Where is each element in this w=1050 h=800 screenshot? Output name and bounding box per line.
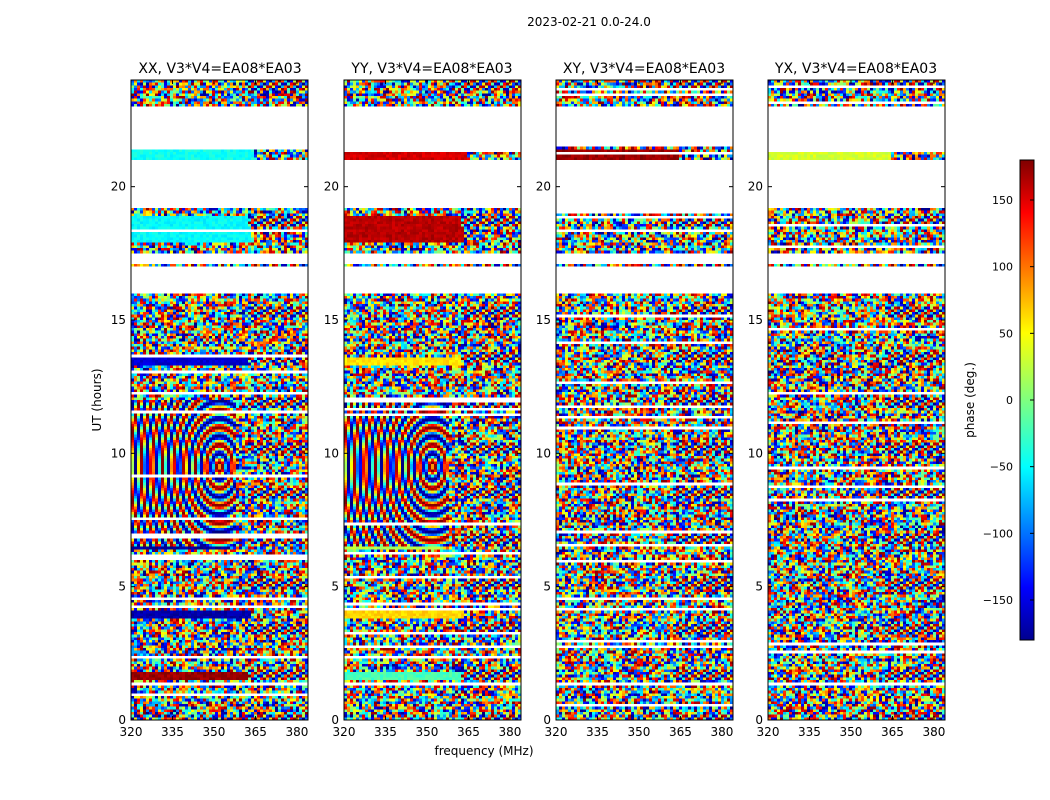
x-tick-label: 380	[922, 725, 945, 739]
x-tick-label: 350	[628, 725, 651, 739]
x-tick-label: 320	[757, 725, 780, 739]
y-tick-label: 10	[111, 446, 126, 460]
y-tick-label: 5	[118, 580, 126, 594]
y-tick-label: 15	[536, 313, 551, 327]
y-tick-label: 15	[748, 313, 763, 327]
x-tick-label: 365	[881, 725, 904, 739]
x-tick-label: 365	[244, 725, 267, 739]
y-tick-label: 5	[331, 580, 339, 594]
panel-title-yy: YY, V3*V4=EA08*EA03	[350, 61, 512, 77]
x-tick-label: 335	[586, 725, 609, 739]
plot-frame	[130, 79, 309, 721]
x-tick-label: 365	[669, 725, 692, 739]
colorbar-tick-label: −50	[990, 461, 1013, 474]
y-tick-label: 0	[118, 713, 126, 727]
y-tick-label: 10	[536, 446, 551, 460]
colorbar-tick-label: 100	[992, 261, 1013, 274]
x-tick-label: 320	[545, 725, 568, 739]
plot-frame	[343, 79, 522, 721]
x-tick-label: 335	[374, 725, 397, 739]
colorbar-tick-label: −100	[983, 527, 1013, 540]
x-tick-label: 320	[120, 725, 143, 739]
x-tick-label: 335	[798, 725, 821, 739]
y-tick-label: 0	[331, 713, 339, 727]
y-tick-label: 15	[111, 313, 126, 327]
y-tick-label: 10	[748, 446, 763, 460]
panel-yx: YX, V3*V4=EA08*EA03 320 335 350 365 380 0 5 10 1…	[748, 61, 946, 739]
figure-title: 2023-02-21 0.0-24.0	[527, 15, 651, 29]
colorbar-ticks: −150 −100 −50 0 50 100 150	[983, 194, 1034, 607]
plot-frame	[767, 79, 946, 721]
x-tick-label: 335	[161, 725, 184, 739]
phase-heatmap-image	[131, 80, 308, 720]
heatmap-yy: 320 335 350 365 380 0 5 10 15 20	[324, 79, 522, 739]
x-tick-label: 350	[416, 725, 439, 739]
colorbar-tick-label: 0	[1006, 394, 1013, 407]
panel-xx: XX, V3*V4=EA08*EA03 320 335 350 365 380 0 5 10 1…	[111, 61, 309, 739]
panel-title-xx: XX, V3*V4=EA08*EA03	[138, 61, 301, 77]
phase-heatmap-image	[768, 80, 945, 720]
x-tick-label: 320	[333, 725, 356, 739]
x-tick-label: 350	[203, 725, 226, 739]
y-tick-label: 20	[324, 180, 339, 194]
colorbar: −150 −100 −50 0 50 100 150 phase (deg.)	[963, 159, 1035, 641]
colorbar-tick-label: 150	[992, 194, 1013, 207]
x-tick-label: 380	[498, 725, 521, 739]
panel-title-xy: XY, V3*V4=EA08*EA03	[563, 61, 725, 77]
panel-yy: YY, V3*V4=EA08*EA03 320 335 350 365 380 0 5 10 1…	[324, 61, 522, 739]
colorbar-label: phase (deg.)	[963, 362, 977, 438]
x-tick-label: 380	[285, 725, 308, 739]
colorbar-tick-label: 50	[999, 327, 1013, 340]
y-tick-label: 15	[324, 313, 339, 327]
panel-xy: XY, V3*V4=EA08*EA03 320 335 350 365 380 0 5 10 1…	[536, 61, 734, 739]
plot-frame	[555, 79, 734, 721]
x-tick-label: 380	[710, 725, 733, 739]
phase-heatmap-image	[556, 80, 733, 720]
colorbar-tick-label: −150	[983, 594, 1013, 607]
x-tick-label: 365	[457, 725, 480, 739]
heatmap-xx: 320 335 350 365 380 0 5 10 15 20	[111, 79, 309, 739]
y-tick-label: 20	[748, 180, 763, 194]
y-tick-label: 0	[755, 713, 763, 727]
y-tick-label: 5	[755, 580, 763, 594]
y-axis-label: UT (hours)	[90, 368, 104, 431]
heatmap-yx: 320 335 350 365 380 0 5 10 15 20	[748, 79, 946, 739]
y-tick-label: 10	[324, 446, 339, 460]
y-tick-label: 5	[543, 580, 551, 594]
x-tick-label: 350	[840, 725, 863, 739]
y-tick-label: 20	[111, 180, 126, 194]
y-tick-label: 0	[543, 713, 551, 727]
heatmap-xy: 320 335 350 365 380 0 5 10 15 20	[536, 79, 734, 739]
x-axis-label: frequency (MHz)	[434, 744, 533, 758]
panel-title-yx: YX, V3*V4=EA08*EA03	[774, 61, 937, 77]
phase-heatmap-image	[344, 80, 521, 720]
y-tick-label: 20	[536, 180, 551, 194]
